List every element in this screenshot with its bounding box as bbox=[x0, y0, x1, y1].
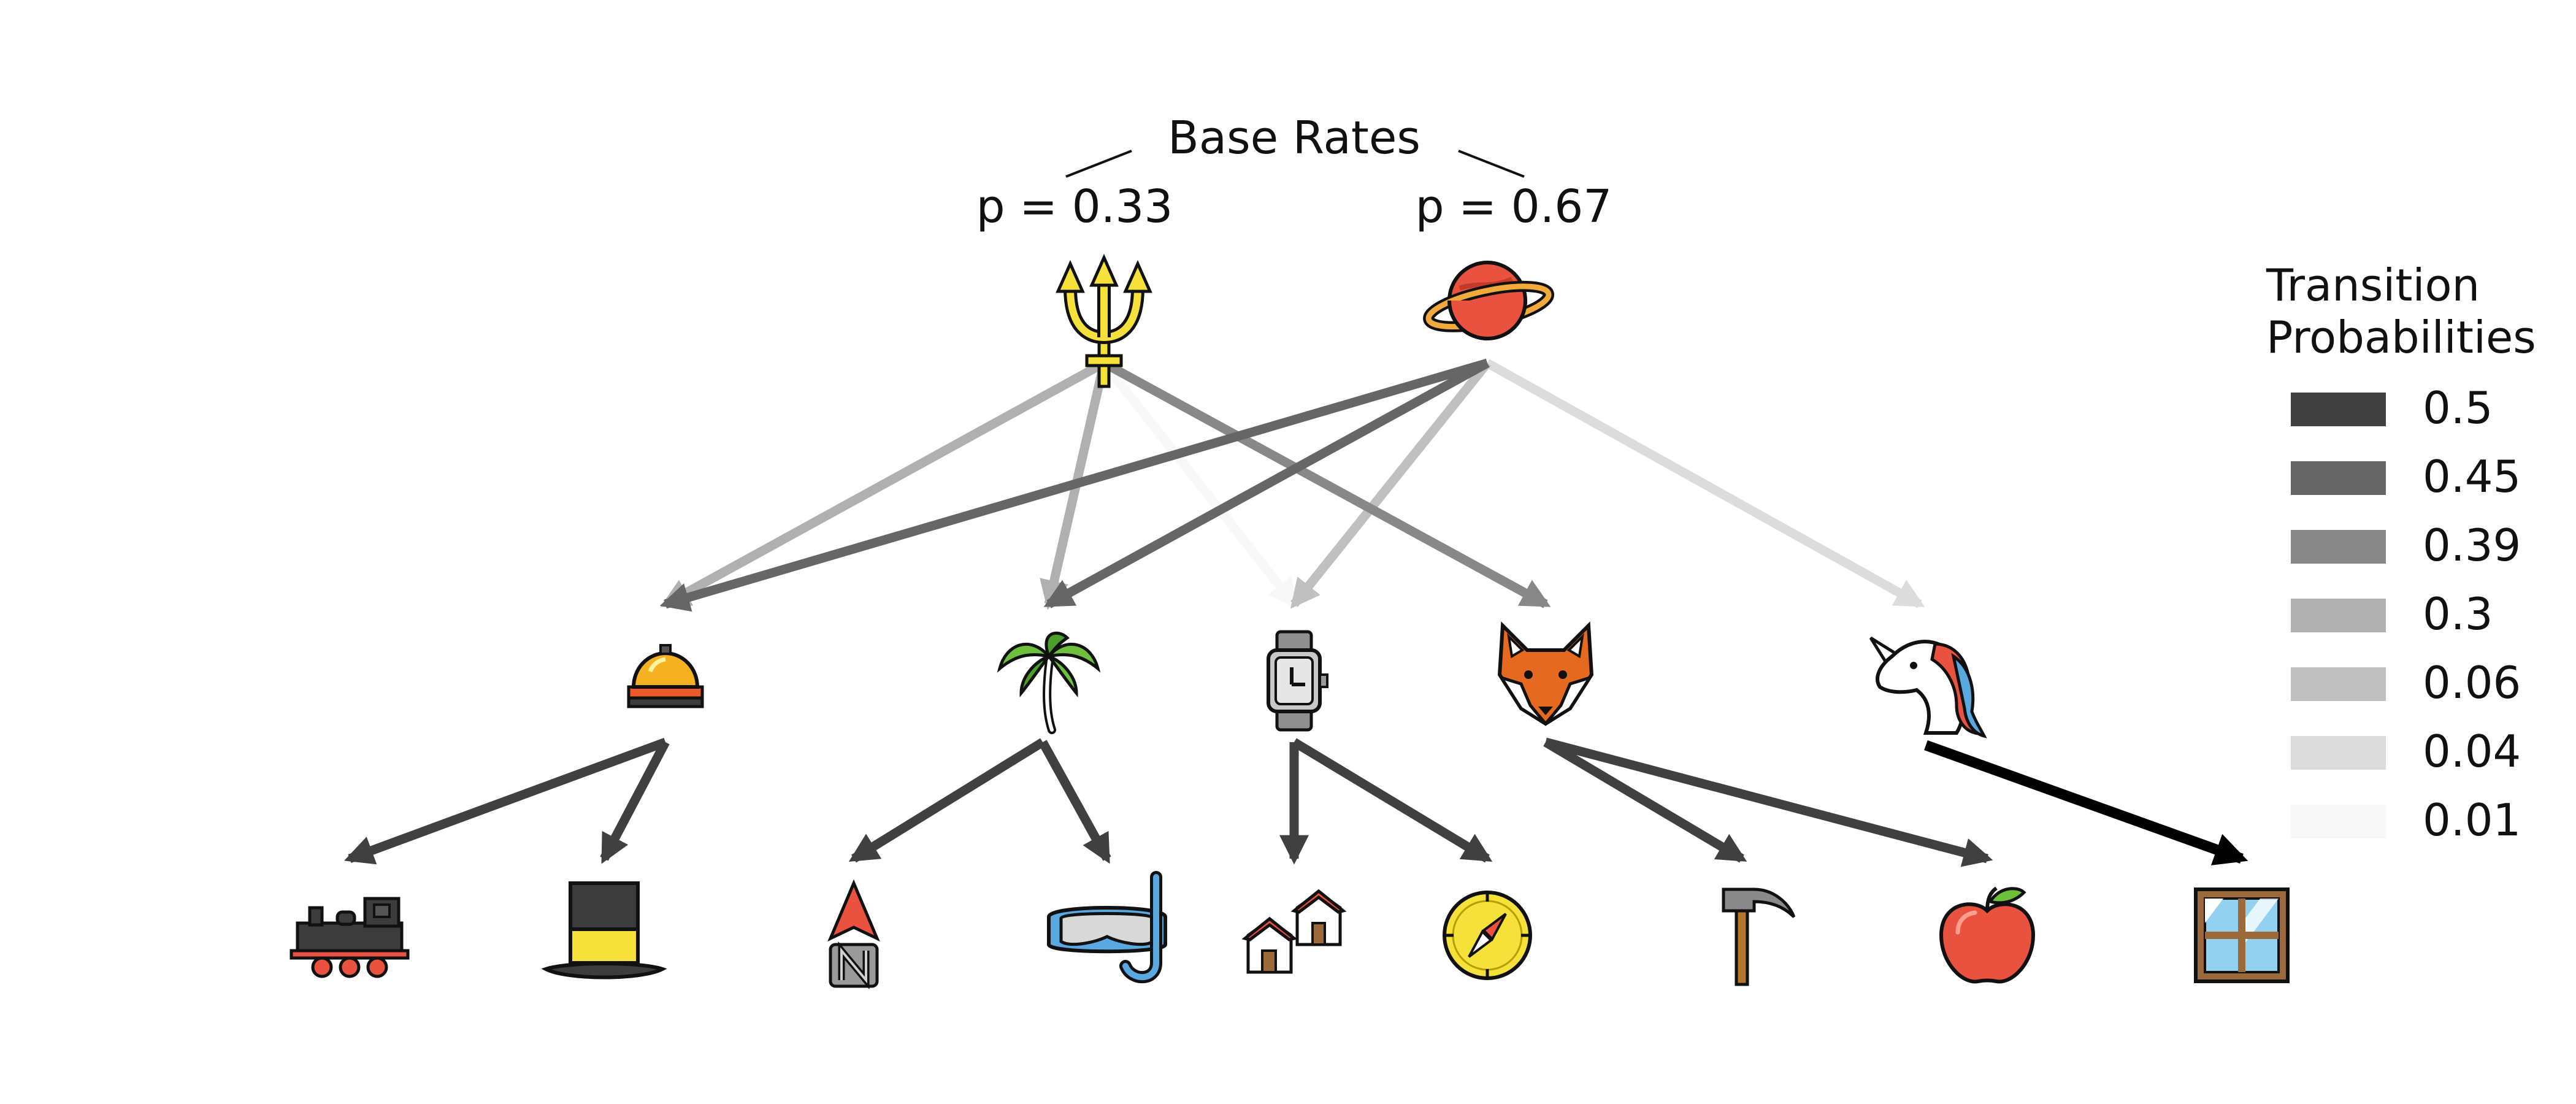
transition-edge-watch-to-compass bbox=[1292, 738, 1493, 863]
compass-icon bbox=[1443, 891, 1532, 980]
legend-label: 0.3 bbox=[2423, 588, 2493, 640]
legend-swatch bbox=[2291, 667, 2386, 701]
transition-edge-planet-to-watch bbox=[1290, 360, 1491, 609]
hammer-icon bbox=[1722, 887, 1796, 986]
watch-icon bbox=[1267, 630, 1328, 732]
transition-edge-trident-to-bellhop-bell bbox=[660, 359, 1106, 608]
unicorn-icon bbox=[1869, 636, 1987, 738]
trident-icon bbox=[1056, 253, 1152, 388]
base-rates-right-bracket bbox=[1458, 150, 1525, 178]
transition-edge-planet-to-unicorn bbox=[1485, 359, 1925, 608]
transition-edge-bellhop-bell-to-top-hat bbox=[600, 740, 670, 864]
legend-title-line2: Probabilities bbox=[2266, 312, 2536, 363]
legend-swatch bbox=[2291, 805, 2386, 838]
transition-edge-trident-to-fox bbox=[1102, 359, 1551, 608]
transition-edge-palm-tree-to-north-arrow bbox=[848, 738, 1045, 863]
apple-icon bbox=[1939, 886, 2036, 984]
base-rates-title: Base Rates bbox=[1168, 112, 1420, 164]
base-rates-header: Base Rates p = 0.33 p = 0.67 bbox=[976, 112, 1612, 233]
planet-icon bbox=[1423, 261, 1555, 340]
houses-icon bbox=[1241, 889, 1347, 974]
base-rate-left-label: p = 0.33 bbox=[976, 180, 1173, 233]
legend-swatch bbox=[2291, 461, 2386, 495]
transition-edge-fox-to-apple bbox=[1544, 737, 1993, 867]
transition-edge-bellhop-bell-to-locomotive bbox=[343, 737, 667, 865]
transition-edges bbox=[343, 358, 2248, 867]
legend-label: 0.01 bbox=[2423, 794, 2521, 846]
transition-edge-unicorn-to-window bbox=[1924, 740, 2248, 865]
legend-label: 0.5 bbox=[2423, 382, 2493, 434]
window-icon bbox=[2194, 887, 2290, 983]
transition-edge-palm-tree-to-snorkel-mask bbox=[1038, 740, 1111, 864]
legend-swatch bbox=[2291, 393, 2386, 426]
transition-edge-fox-to-hammer bbox=[1543, 738, 1747, 863]
legend-label: 0.06 bbox=[2423, 657, 2521, 708]
legend-label: 0.45 bbox=[2423, 451, 2521, 502]
legend-label: 0.04 bbox=[2423, 726, 2521, 777]
transition-edge-planet-to-palm-tree bbox=[1043, 359, 1490, 608]
palm-tree-icon bbox=[997, 631, 1101, 734]
locomotive-icon bbox=[289, 897, 410, 978]
fox-icon bbox=[1497, 621, 1594, 726]
transition-edge-planet-to-bellhop-bell bbox=[659, 358, 1489, 612]
base-rate-right-label: p = 0.67 bbox=[1416, 180, 1612, 233]
legend-title-line1: Transition bbox=[2266, 259, 2480, 311]
base-rates-left-bracket bbox=[1065, 150, 1132, 178]
legend-swatch bbox=[2291, 736, 2386, 770]
legend: Transition Probabilities 0.5 0.45 0.39 0.3 0… bbox=[2266, 259, 2536, 846]
legend-label: 0.39 bbox=[2423, 519, 2521, 571]
bellhop-bell-icon bbox=[627, 644, 704, 708]
transition-edge-trident-to-watch bbox=[1100, 360, 1298, 609]
north-arrow-icon bbox=[827, 879, 880, 990]
legend-swatch bbox=[2291, 530, 2386, 564]
top-hat-icon bbox=[541, 881, 667, 979]
snorkel-mask-icon bbox=[1047, 871, 1167, 984]
legend-swatch bbox=[2291, 599, 2386, 632]
